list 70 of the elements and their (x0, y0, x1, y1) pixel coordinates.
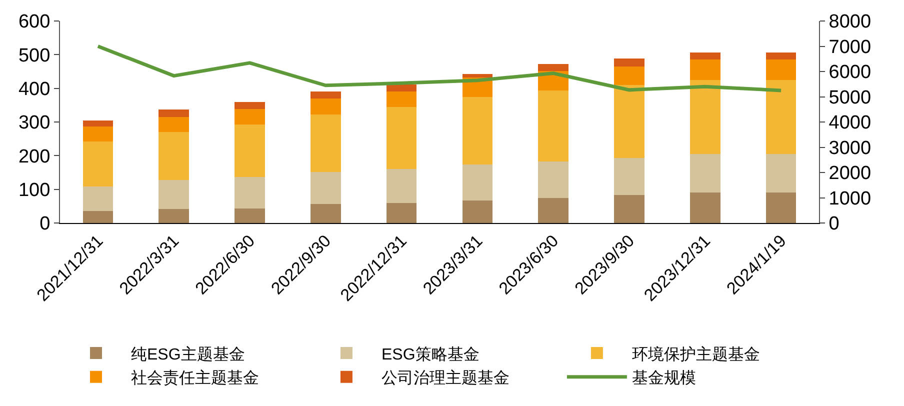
bar (690, 52, 720, 60)
y2-tick-label: 6000 (828, 62, 872, 84)
y2-tick-label: 3000 (828, 138, 872, 159)
bar (766, 154, 796, 193)
bar (690, 192, 720, 223)
bar (158, 116, 190, 132)
y-tick-label: 0 (40, 214, 50, 235)
bar (82, 142, 114, 186)
y2-tick-label: 7000 (828, 36, 872, 58)
bar (310, 91, 341, 98)
bar (766, 80, 796, 154)
bar (234, 208, 265, 223)
bar (234, 102, 265, 110)
y2-tick-label: 0 (828, 214, 840, 235)
bar (82, 126, 114, 142)
legend-label: 社会责任主题基金 (131, 369, 259, 388)
bar (462, 74, 493, 78)
bar (538, 161, 569, 198)
bar (766, 52, 796, 60)
y-tick-label: 200 (18, 146, 50, 168)
bar (158, 209, 190, 223)
bar (538, 198, 569, 223)
bar (766, 59, 796, 80)
y2-tick-label: 5000 (828, 87, 872, 108)
y-tick-label: 600 (18, 12, 50, 33)
bar (538, 90, 569, 162)
y2-tick-label: 8000 (828, 12, 872, 33)
bar (690, 154, 720, 193)
bar (386, 169, 417, 203)
legend-label: 纯ESG主题基金 (131, 345, 245, 364)
y-tick-label: 500 (18, 45, 50, 66)
bar (614, 195, 644, 223)
y-tick-label: 400 (18, 78, 50, 100)
bar (614, 58, 644, 66)
bar (158, 180, 190, 210)
bar (158, 110, 190, 117)
bar (310, 204, 341, 223)
y2-tick-label: 1000 (828, 188, 872, 210)
bar (234, 109, 265, 125)
y2-tick-label: 2000 (828, 163, 872, 184)
bar (82, 120, 114, 127)
bar (462, 96, 493, 164)
bar (310, 114, 341, 172)
bar (766, 192, 796, 223)
bar (386, 92, 417, 108)
bar (614, 84, 644, 158)
bar (82, 210, 114, 223)
y-tick-label: 100 (18, 180, 50, 201)
bar (310, 98, 341, 114)
bar (82, 186, 114, 211)
bar (462, 200, 493, 223)
bar (234, 176, 265, 209)
legend-label: 环境保护主题基金 (632, 345, 760, 364)
bar (614, 66, 644, 85)
legend-label: 公司治理主题基金 (381, 369, 510, 388)
y-tick-label: 300 (18, 112, 50, 134)
bar (386, 107, 417, 170)
bar (614, 158, 644, 196)
bar (310, 172, 341, 204)
bar (386, 202, 417, 223)
bar (462, 164, 493, 200)
bar (158, 132, 190, 180)
legend-label: 基金规模 (632, 369, 696, 388)
bar (234, 124, 265, 177)
bar (538, 64, 569, 71)
bar (690, 80, 720, 154)
legend-label: ESG策略基金 (381, 345, 480, 364)
y2-tick-label: 4000 (828, 112, 872, 134)
bar (690, 59, 720, 80)
line-series (96, 44, 783, 92)
